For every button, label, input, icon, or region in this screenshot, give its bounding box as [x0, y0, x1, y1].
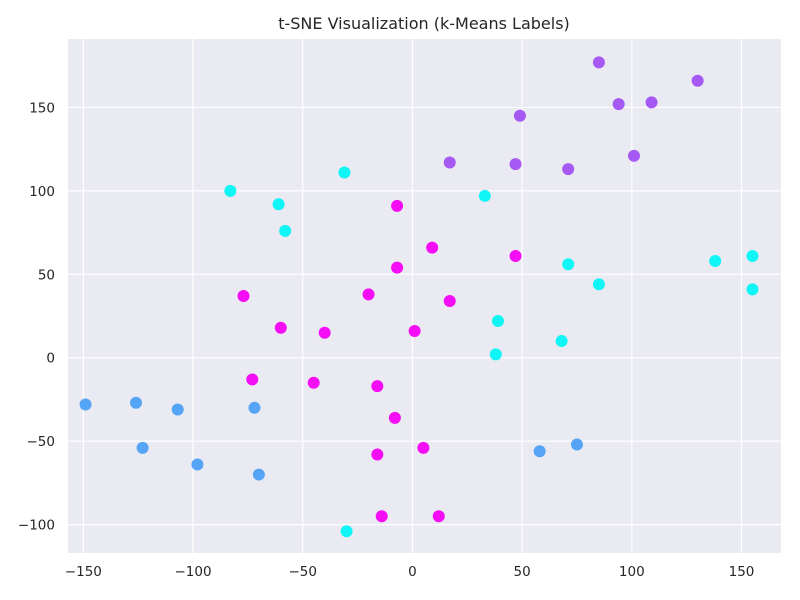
y-axis-ticks: −100 −50 0 50 100 150 — [18, 100, 55, 533]
data-point — [562, 258, 575, 271]
y-tick-label: 0 — [46, 351, 55, 367]
data-point — [371, 380, 384, 393]
x-tick-label: 0 — [408, 564, 417, 580]
data-point — [612, 98, 625, 111]
data-point — [274, 321, 287, 334]
data-point — [432, 510, 445, 523]
data-point — [443, 156, 456, 169]
data-point — [491, 315, 504, 328]
data-point — [533, 445, 546, 458]
data-point — [191, 458, 204, 471]
data-point — [252, 468, 265, 481]
data-point — [592, 278, 605, 291]
data-point — [171, 403, 184, 416]
data-point — [509, 249, 522, 262]
data-point — [248, 401, 261, 414]
plot-area — [68, 39, 781, 553]
y-tick-label: 50 — [38, 267, 55, 283]
data-point — [340, 525, 353, 538]
data-point — [509, 158, 522, 171]
data-point — [130, 396, 143, 409]
x-tick-label: 50 — [514, 564, 531, 580]
data-point — [513, 109, 526, 122]
data-point — [489, 348, 502, 361]
data-point — [338, 166, 351, 179]
data-point — [279, 224, 292, 237]
data-point — [307, 376, 320, 389]
data-point — [709, 254, 722, 267]
data-point — [645, 96, 658, 109]
chart-title: t-SNE Visualization (k-Means Labels) — [278, 14, 570, 33]
x-tick-label: 100 — [619, 564, 645, 580]
data-point — [408, 325, 421, 338]
x-tick-label: −50 — [288, 564, 317, 580]
data-point — [375, 510, 388, 523]
data-point — [388, 411, 401, 424]
data-point — [691, 74, 704, 87]
data-point — [478, 189, 491, 202]
x-tick-label: −150 — [65, 564, 102, 580]
y-tick-label: −100 — [18, 518, 55, 534]
data-point — [246, 373, 259, 386]
data-point — [318, 326, 331, 339]
data-point — [362, 288, 375, 301]
y-tick-label: −50 — [27, 434, 56, 450]
x-tick-label: −100 — [175, 564, 212, 580]
y-tick-label: 150 — [29, 100, 55, 116]
data-point — [391, 261, 404, 274]
data-point — [426, 241, 439, 254]
x-axis-ticks: −150 −100 −50 0 50 100 150 — [65, 564, 755, 580]
data-points — [79, 56, 759, 538]
data-point — [570, 438, 583, 451]
data-point — [592, 56, 605, 69]
data-point — [391, 199, 404, 212]
data-point — [746, 283, 759, 296]
data-point — [628, 149, 641, 162]
data-point — [746, 249, 759, 262]
data-point — [272, 198, 285, 211]
data-point — [79, 398, 92, 411]
gridlines — [68, 39, 781, 553]
data-point — [555, 335, 568, 348]
data-point — [371, 448, 384, 461]
data-point — [443, 295, 456, 308]
data-point — [417, 441, 430, 454]
data-point — [562, 163, 575, 176]
x-tick-label: 150 — [729, 564, 755, 580]
data-point — [136, 441, 149, 454]
y-tick-label: 100 — [29, 184, 55, 200]
data-point — [237, 290, 250, 302]
data-point — [224, 184, 237, 197]
